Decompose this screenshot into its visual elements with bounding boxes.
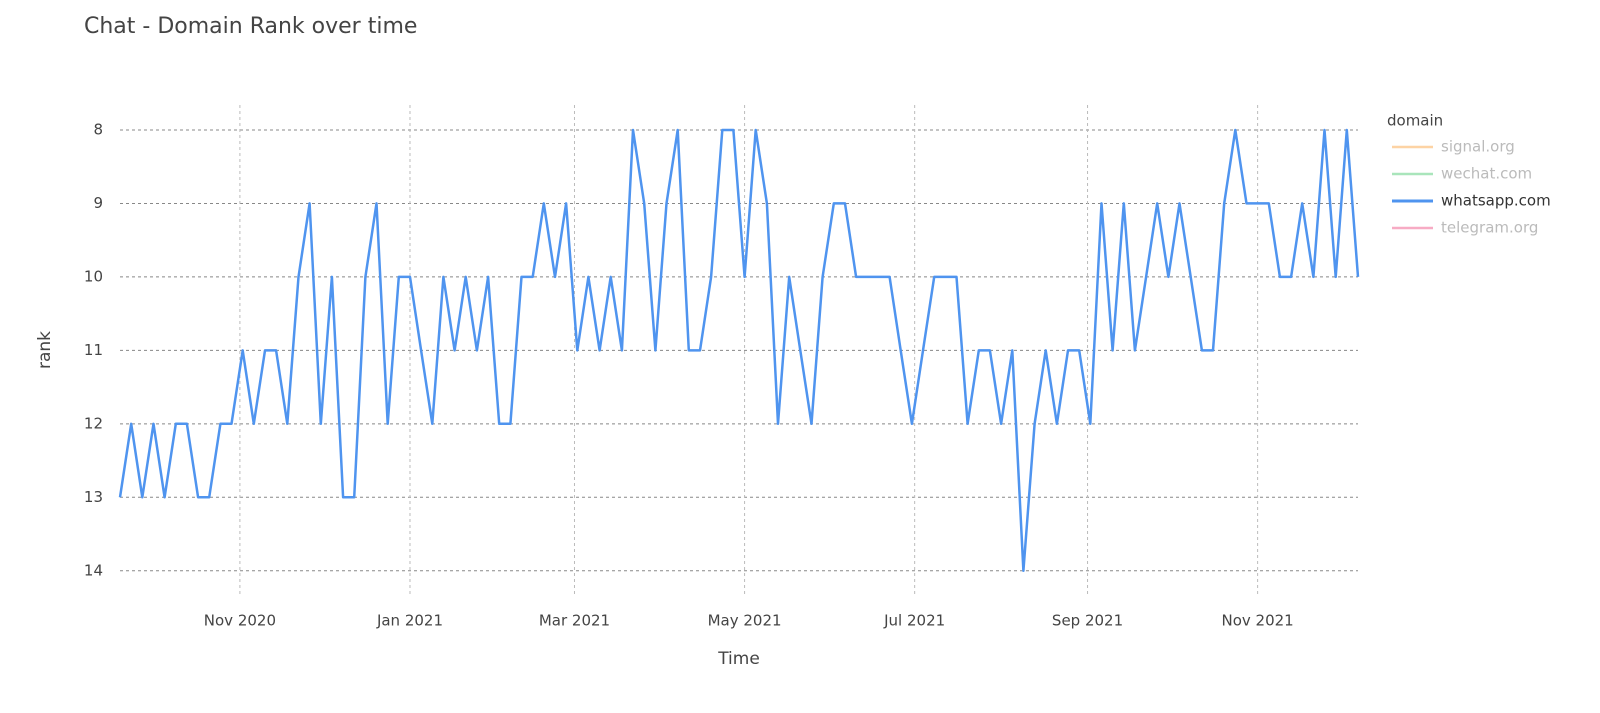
legend-label[interactable]: wechat.com (1441, 165, 1532, 183)
legend-label[interactable]: signal.org (1441, 138, 1515, 156)
x-tick-label: Sep 2021 (1052, 612, 1123, 630)
x-tick-label: Jan 2021 (376, 612, 443, 630)
legend-title: domain (1387, 112, 1443, 130)
y-tick-label: 9 (93, 194, 103, 212)
chart-title: Chat - Domain Rank over time (84, 14, 417, 39)
y-tick-label: 8 (93, 120, 103, 138)
x-tick-label: May 2021 (708, 612, 782, 630)
legend-label[interactable]: whatsapp.com (1441, 192, 1551, 210)
series-line (118, 128, 1360, 573)
legend-label[interactable]: telegram.org (1441, 219, 1538, 237)
x-tick-label: Nov 2021 (1222, 612, 1294, 630)
y-tick-label: 11 (84, 341, 103, 359)
x-tick-label: Jul 2021 (883, 612, 945, 630)
x-axis-label: Time (717, 649, 760, 669)
y-axis-label: rank (35, 331, 55, 369)
x-tick-label: Mar 2021 (539, 612, 610, 630)
y-tick-label: 10 (84, 267, 103, 285)
y-tick-label: 14 (84, 561, 103, 579)
y-tick-label: 12 (84, 414, 103, 432)
y-tick-label: 13 (84, 488, 103, 506)
x-tick-label: Nov 2020 (204, 612, 276, 630)
